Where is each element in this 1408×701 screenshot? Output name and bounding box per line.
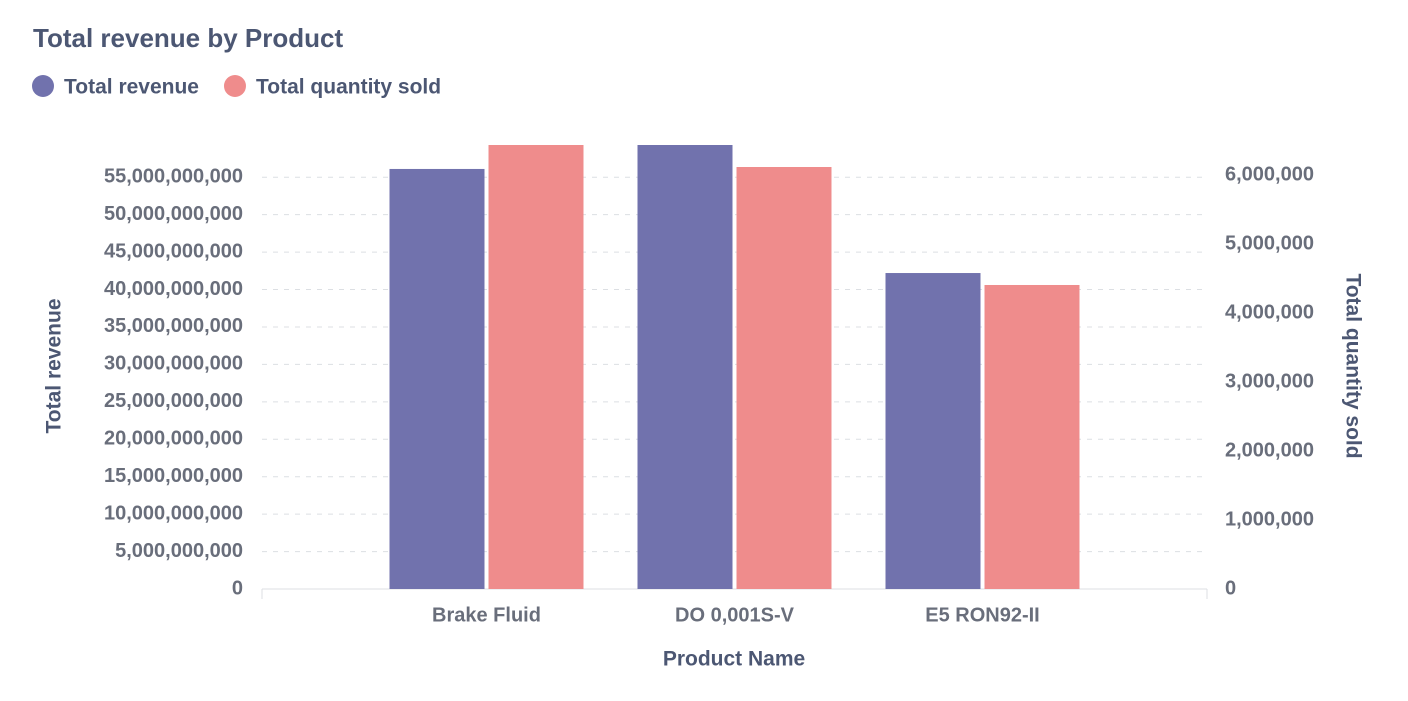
y2-tick-label: 2,000,000 [1225, 439, 1314, 461]
x-tick-label: Brake Fluid [432, 604, 541, 626]
bar [984, 284, 1080, 589]
y-tick-label: 25,000,000,000 [104, 390, 243, 412]
y-tick-label: 5,000,000,000 [115, 540, 243, 562]
y-tick-label: 30,000,000,000 [104, 353, 243, 375]
legend-label: Total revenue [64, 76, 199, 99]
y-tick-label: 15,000,000,000 [104, 465, 243, 487]
bar [488, 145, 584, 589]
y2-axis-title: Total quantity sold [1341, 273, 1364, 458]
y-tick-label: 20,000,000,000 [104, 428, 243, 450]
y-tick-label: 45,000,000,000 [104, 240, 243, 262]
y-axis-title: Total revenue [43, 299, 66, 434]
bar [736, 167, 832, 589]
x-axis-title: Product Name [663, 648, 805, 671]
y-tick-label: 35,000,000,000 [104, 315, 243, 337]
legend-label: Total quantity sold [256, 76, 441, 99]
y-tick-label: 10,000,000,000 [104, 502, 243, 524]
x-tick-label: E5 RON92-II [925, 604, 1039, 626]
y-tick-label: 40,000,000,000 [104, 278, 243, 300]
bar [389, 168, 485, 589]
chart-title: Total revenue by Product [33, 23, 343, 53]
bar [885, 273, 981, 589]
y2-tick-label: 1,000,000 [1225, 508, 1314, 530]
legend-swatch [32, 75, 54, 97]
y2-tick-label: 0 [1225, 577, 1236, 599]
y2-tick-label: 3,000,000 [1225, 370, 1314, 392]
y2-tick-label: 6,000,000 [1225, 163, 1314, 185]
x-tick-label: DO 0,001S-V [675, 604, 795, 626]
y-tick-label: 0 [232, 577, 243, 599]
y-tick-label: 50,000,000,000 [104, 203, 243, 225]
y-tick-label: 55,000,000,000 [104, 165, 243, 187]
y2-tick-label: 4,000,000 [1225, 301, 1314, 323]
y2-tick-label: 5,000,000 [1225, 232, 1314, 254]
bar [637, 145, 733, 589]
legend-swatch [223, 75, 246, 97]
